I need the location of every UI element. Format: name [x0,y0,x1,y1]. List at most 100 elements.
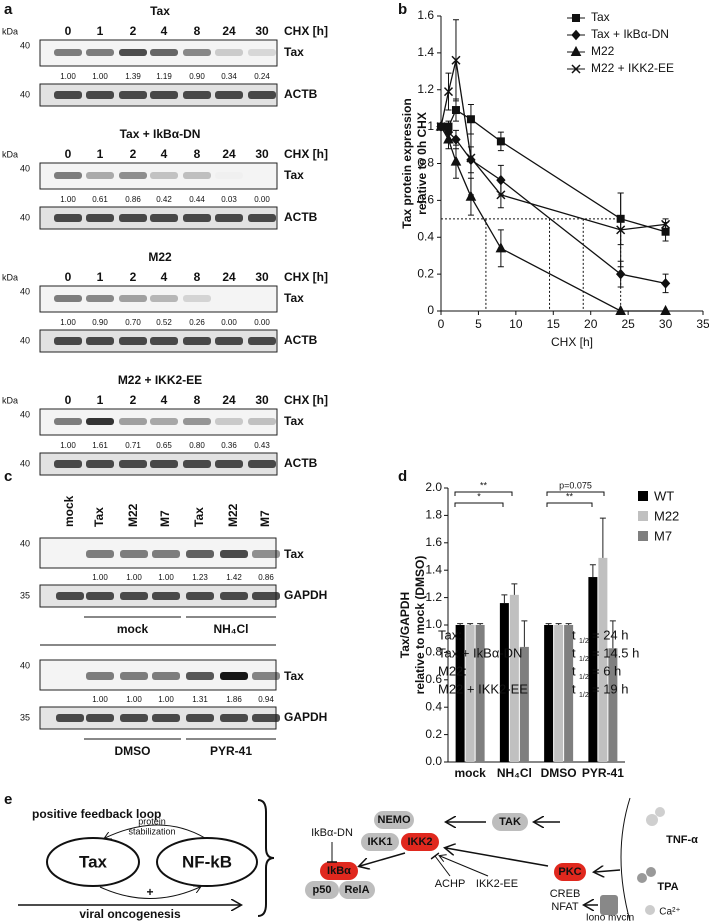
lane-label: 30 [255,270,269,284]
label: stabilization [128,826,175,836]
error-bar [521,620,528,647]
band [183,91,211,99]
arrow [105,824,206,838]
blot-target: Tax [284,45,304,59]
legend-label: M22 [654,508,679,523]
band [86,49,114,56]
lane-label: 8 [194,147,201,161]
kda-label: kDa [2,149,18,159]
y-tick-label: 1.2 [425,590,442,604]
lane-label: 4 [161,270,168,284]
lane-label: 30 [255,24,269,38]
bar [588,577,598,762]
band [54,214,82,222]
y-tick-label: 0.6 [417,193,434,207]
error-bar [501,594,508,604]
y-tick-label: 0.6 [425,672,442,686]
lane-label: M22 [226,503,240,527]
protein [320,862,358,880]
band [54,49,82,56]
band [248,418,276,425]
label: ACHP [435,878,466,890]
y-axis-label: relative to mock (DMSO) [413,556,427,695]
blot-target: Tax [284,168,304,182]
legend-swatch [638,511,648,521]
bar [519,646,529,762]
lane-label: 1 [97,393,104,407]
group-label: PYR-41 [210,744,252,758]
quant-label: 1.00 [92,573,108,582]
half-life-value: = 6 h [592,663,621,678]
half-life-value: = 14.5 h [592,645,639,660]
marker [660,304,671,315]
x-tick-label: 35 [696,317,709,331]
lane-label: 1 [97,147,104,161]
band [150,172,178,179]
lane-label: 1 [97,270,104,284]
band [248,337,276,345]
label: TNF-α [666,834,698,846]
quant-label: 1.19 [156,72,172,81]
half-life-name: M22 + IKK2-EE [438,681,528,696]
lane-label: M7 [158,510,172,527]
blot-title: Tax [150,4,170,18]
quant-label: 0.70 [125,318,141,327]
band [56,592,84,600]
y-tick-label: 1.6 [417,8,434,22]
band [119,172,147,179]
ligand [646,814,658,826]
half-life-name: Tax: [438,627,462,642]
panel-letter: d [398,468,407,485]
band [183,418,211,425]
marker [495,242,507,253]
lane-label: M7 [258,510,272,527]
x-axis-label: CHX [h] [551,335,593,349]
marker [436,122,446,132]
band [119,295,147,302]
lane-label: 24 [222,393,236,407]
kda-marker: 40 [20,538,30,548]
band [150,460,178,468]
half-life-value: = 24 h [592,627,629,642]
lane-label: 30 [255,393,269,407]
band [252,672,280,680]
significance-bracket [454,491,513,496]
ligand [655,807,665,817]
error-bar [589,564,596,578]
protein-label: IkBα [327,865,351,877]
protein-label: PKC [558,866,581,878]
blot-loading: GAPDH [284,588,327,602]
quant-label: 1.00 [60,72,76,81]
quant-label: 0.00 [254,195,270,204]
error-bar [599,517,606,558]
band [220,550,248,558]
bar [544,625,554,762]
protein [401,833,439,851]
band [86,295,114,302]
marker [616,225,626,235]
band [86,714,114,722]
band [183,337,211,345]
kda-label: kDa [2,26,18,36]
band [150,295,178,302]
bar [509,594,519,762]
protein [305,881,339,899]
band [150,418,178,425]
marker [496,137,505,146]
kda-marker: 40 [20,89,30,99]
band [215,337,243,345]
band [215,91,243,99]
quant-label: 0.86 [125,195,141,204]
node-label: NF-kB [182,852,232,871]
band [54,460,82,468]
y-axis-label: relative to 0h CHX [415,112,429,215]
band [86,592,114,600]
band [186,714,214,722]
band [119,49,147,56]
legend-swatch [638,491,648,501]
y-tick-label: 0.8 [425,645,442,659]
protein [361,833,399,851]
bar [499,603,509,762]
quant-label: 1.31 [192,695,208,704]
